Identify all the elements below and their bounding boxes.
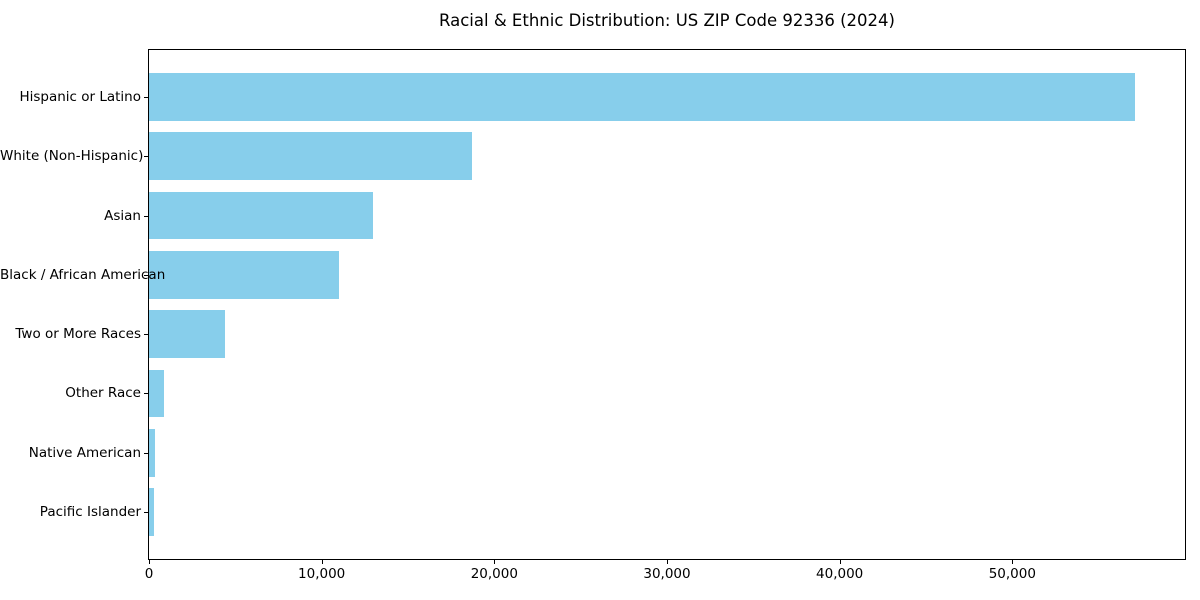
y-tick-label-pacific-islander: Pacific Islander bbox=[39, 504, 141, 521]
bar-hispanic-or-latino bbox=[149, 73, 1135, 121]
y-tick-pacific-islander bbox=[144, 512, 148, 514]
y-tick-label-two-or-more-races: Two or More Races bbox=[15, 326, 141, 343]
x-tick-50-000 bbox=[1012, 560, 1014, 564]
y-tick-native-american bbox=[144, 452, 148, 454]
y-tick-label-white-non-hispanic: White (Non-Hispanic) bbox=[0, 148, 144, 165]
x-tick-10-000 bbox=[321, 560, 323, 564]
bar-pacific-islander bbox=[149, 488, 154, 536]
x-tick-label-10-000: 10,000 bbox=[298, 566, 346, 582]
y-tick-two-or-more-races bbox=[144, 334, 148, 336]
y-tick-label-native-american: Native American bbox=[28, 444, 141, 461]
x-tick-label-20-000: 20,000 bbox=[470, 566, 518, 582]
bar-asian bbox=[149, 191, 374, 240]
y-tick-label-other-race: Other Race bbox=[65, 385, 141, 402]
x-tick-30-000 bbox=[667, 560, 668, 564]
y-tick-label-black-african-american: Black / African American bbox=[0, 266, 166, 283]
x-tick-label-40-000: 40,000 bbox=[816, 566, 864, 582]
y-tick-black-african-american bbox=[144, 274, 148, 276]
bar-black-african-american bbox=[149, 251, 339, 299]
x-tick-40-000 bbox=[839, 560, 841, 564]
y-tick-label-hispanic-or-latino: Hispanic or Latino bbox=[19, 88, 141, 105]
chart-title: Racial & Ethnic Distribution: US ZIP Cod… bbox=[439, 11, 895, 30]
bar-other-race bbox=[149, 369, 165, 418]
bar-white-non-hispanic bbox=[149, 132, 472, 180]
x-tick-label-50-000: 50,000 bbox=[988, 566, 1036, 582]
y-tick-asian bbox=[144, 215, 148, 217]
bar-two-or-more-races bbox=[149, 310, 225, 358]
x-tick-0 bbox=[149, 560, 150, 564]
y-tick-label-asian: Asian bbox=[104, 207, 141, 224]
y-tick-white-non-hispanic bbox=[144, 156, 148, 158]
x-tick-label-30-000: 30,000 bbox=[643, 566, 691, 582]
y-tick-hispanic-or-latino bbox=[144, 96, 148, 98]
y-tick-other-race bbox=[144, 393, 148, 395]
bar-native-american bbox=[149, 429, 156, 477]
x-tick-label-0: 0 bbox=[144, 566, 154, 582]
plot-area bbox=[148, 49, 1186, 560]
x-tick-20-000 bbox=[494, 560, 496, 564]
